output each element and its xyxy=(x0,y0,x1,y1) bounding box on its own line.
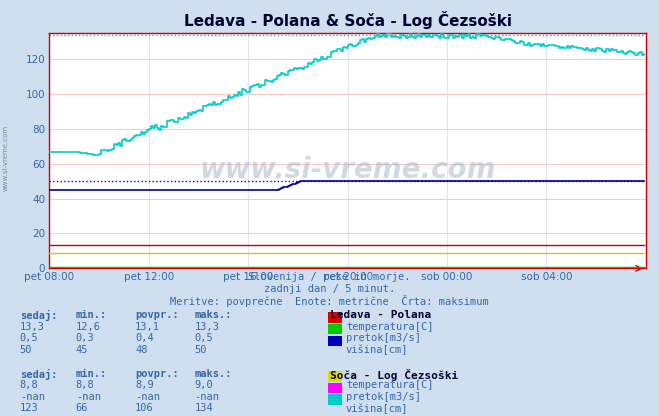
Text: 66: 66 xyxy=(76,404,88,414)
Text: 50: 50 xyxy=(20,345,32,355)
Text: povpr.:: povpr.: xyxy=(135,310,179,320)
Text: -nan: -nan xyxy=(76,392,101,402)
Text: sedaj:: sedaj: xyxy=(20,310,57,321)
Text: sedaj:: sedaj: xyxy=(20,369,57,380)
Text: Ledava - Polana: Ledava - Polana xyxy=(330,310,431,320)
Text: Soča - Log Čezsoški: Soča - Log Čezsoški xyxy=(330,369,458,381)
Text: 48: 48 xyxy=(135,345,148,355)
Title: Ledava - Polana & Soča - Log Čezsoški: Ledava - Polana & Soča - Log Čezsoški xyxy=(184,11,511,30)
Text: 13,3: 13,3 xyxy=(20,322,45,332)
Text: pretok[m3/s]: pretok[m3/s] xyxy=(346,333,421,343)
Text: min.:: min.: xyxy=(76,310,107,320)
Text: 50: 50 xyxy=(194,345,207,355)
Text: min.:: min.: xyxy=(76,369,107,379)
Text: 0,5: 0,5 xyxy=(20,333,38,343)
Text: 134: 134 xyxy=(194,404,213,414)
Text: -nan: -nan xyxy=(135,392,160,402)
Text: 8,8: 8,8 xyxy=(76,380,94,390)
Text: 0,3: 0,3 xyxy=(76,333,94,343)
Text: višina[cm]: višina[cm] xyxy=(346,345,409,355)
Text: Slovenija / reke in morje.: Slovenija / reke in morje. xyxy=(248,272,411,282)
Text: 106: 106 xyxy=(135,404,154,414)
Text: maks.:: maks.: xyxy=(194,369,232,379)
Text: povpr.:: povpr.: xyxy=(135,369,179,379)
Text: 13,3: 13,3 xyxy=(194,322,219,332)
Text: 0,5: 0,5 xyxy=(194,333,213,343)
Text: temperatura[C]: temperatura[C] xyxy=(346,322,434,332)
Text: maks.:: maks.: xyxy=(194,310,232,320)
Text: -nan: -nan xyxy=(20,392,45,402)
Text: 12,6: 12,6 xyxy=(76,322,101,332)
Text: -nan: -nan xyxy=(194,392,219,402)
Text: 0,4: 0,4 xyxy=(135,333,154,343)
Text: 8,9: 8,9 xyxy=(135,380,154,390)
Text: pretok[m3/s]: pretok[m3/s] xyxy=(346,392,421,402)
Text: 8,8: 8,8 xyxy=(20,380,38,390)
Text: www.si-vreme.com: www.si-vreme.com xyxy=(2,125,9,191)
Text: 123: 123 xyxy=(20,404,38,414)
Text: 45: 45 xyxy=(76,345,88,355)
Text: www.si-vreme.com: www.si-vreme.com xyxy=(200,156,496,183)
Text: 9,0: 9,0 xyxy=(194,380,213,390)
Text: višina[cm]: višina[cm] xyxy=(346,404,409,414)
Text: 13,1: 13,1 xyxy=(135,322,160,332)
Text: Meritve: povprečne  Enote: metrične  Črta: maksimum: Meritve: povprečne Enote: metrične Črta:… xyxy=(170,295,489,307)
Text: zadnji dan / 5 minut.: zadnji dan / 5 minut. xyxy=(264,284,395,294)
Text: temperatura[C]: temperatura[C] xyxy=(346,380,434,390)
